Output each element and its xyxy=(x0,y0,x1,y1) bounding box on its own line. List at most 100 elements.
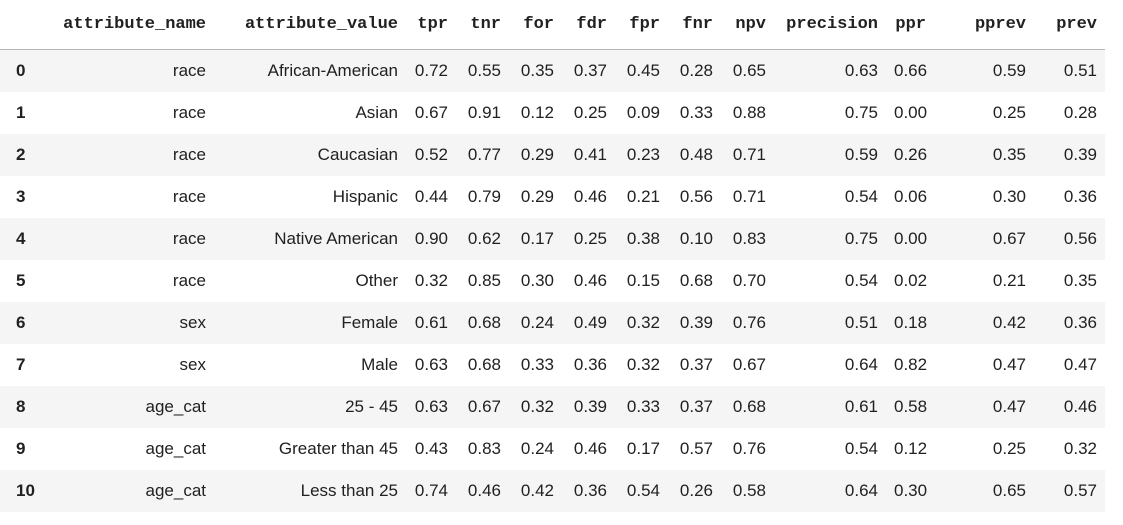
table-cell: 0.26 xyxy=(679,481,713,500)
column-header: fpr xyxy=(615,0,668,50)
table-cell: 0.76 xyxy=(732,313,766,332)
table-cell: 0.47 xyxy=(992,397,1026,416)
row-index: 2 xyxy=(16,145,26,164)
table-cell: Less than 25 xyxy=(300,481,398,500)
table-cell: 0.62 xyxy=(467,229,501,248)
table-cell: 0.91 xyxy=(467,103,501,122)
table-cell: age_cat xyxy=(145,481,207,500)
table-cell: 0.76 xyxy=(732,439,766,458)
table-cell: 0.21 xyxy=(626,187,660,206)
table-cell: 0.88 xyxy=(732,103,766,122)
row-index: 8 xyxy=(16,397,26,416)
column-header: tnr xyxy=(456,0,509,50)
table-cell: 0.55 xyxy=(467,61,501,80)
table-cell: 0.37 xyxy=(679,397,713,416)
table-cell: 0.64 xyxy=(844,355,878,374)
table-cell: 0.70 xyxy=(732,271,766,290)
table-cell: 0.74 xyxy=(414,481,448,500)
table-cell: 0.83 xyxy=(732,229,766,248)
table-cell: 0.71 xyxy=(732,145,766,164)
table-cell: 0.12 xyxy=(520,103,554,122)
row-index: 0 xyxy=(16,61,26,80)
table-cell: 0.12 xyxy=(894,439,928,458)
table-cell: 0.21 xyxy=(992,271,1026,290)
table-cell: 0.68 xyxy=(732,397,766,416)
table-cell: 0.44 xyxy=(414,187,448,206)
table-cell: 0.43 xyxy=(414,439,448,458)
table-cell: 0.38 xyxy=(626,229,660,248)
row-index: 3 xyxy=(16,187,26,206)
table-cell: 0.75 xyxy=(844,229,878,248)
table-cell: 0.46 xyxy=(1063,397,1097,416)
table-cell: 0.59 xyxy=(992,61,1026,80)
table-cell: 0.67 xyxy=(732,355,766,374)
table-cell: 0.68 xyxy=(467,313,501,332)
table-cell: 0.36 xyxy=(1063,187,1097,206)
table-cell: 0.66 xyxy=(894,61,928,80)
table-cell: 0.45 xyxy=(626,61,660,80)
table-cell: race xyxy=(172,229,206,248)
table-row: 7 sex Male 0.63 0.68 0.33 0.36 0.32 0.37 0.67 0.64… xyxy=(0,344,1105,386)
table-cell: 0.35 xyxy=(1063,271,1097,290)
table-row: 10 age_cat Less than 25 0.74 0.46 0.42 0.36 0.5… xyxy=(0,470,1105,512)
table-cell: 0.41 xyxy=(573,145,607,164)
table-cell: 0.75 xyxy=(844,103,878,122)
table-cell: 25 - 45 xyxy=(345,397,398,416)
table-cell: 0.42 xyxy=(520,481,554,500)
row-index: 9 xyxy=(16,439,26,458)
table-cell: 0.35 xyxy=(520,61,554,80)
table-cell: 0.63 xyxy=(844,61,878,80)
table-cell: 0.71 xyxy=(732,187,766,206)
table-cell: 0.83 xyxy=(467,439,501,458)
table-cell: 0.36 xyxy=(1063,313,1097,332)
table-cell: 0.67 xyxy=(992,229,1026,248)
table-cell: 0.25 xyxy=(573,103,607,122)
table-cell: 0.58 xyxy=(732,481,766,500)
table-row: 9 age_cat Greater than 45 0.43 0.83 0.24 0.46 0… xyxy=(0,428,1105,470)
column-header: npv xyxy=(721,0,774,50)
table-cell: 0.23 xyxy=(626,145,660,164)
table-row: 3 race Hispanic 0.44 0.79 0.29 0.46 0.21 0.56 0.7… xyxy=(0,176,1105,218)
table-cell: 0.37 xyxy=(573,61,607,80)
table-cell: 0.51 xyxy=(844,313,878,332)
table-cell: 0.51 xyxy=(1063,61,1097,80)
table-cell: 0.46 xyxy=(573,187,607,206)
table-row: 5 race Other 0.32 0.85 0.30 0.46 0.15 0.68 0.70 0.… xyxy=(0,260,1105,302)
table-cell: 0.25 xyxy=(992,439,1026,458)
table-cell: 0.24 xyxy=(520,313,554,332)
table-cell: 0.54 xyxy=(844,271,878,290)
table-cell: Female xyxy=(341,313,398,332)
table-row: 2 race Caucasian 0.52 0.77 0.29 0.41 0.23 0.48 0.… xyxy=(0,134,1105,176)
table-cell: 0.33 xyxy=(626,397,660,416)
column-header: attribute_name xyxy=(40,0,214,50)
table-cell: 0.15 xyxy=(626,271,660,290)
table-cell: 0.00 xyxy=(894,103,928,122)
table-cell: 0.32 xyxy=(520,397,554,416)
table-cell: 0.47 xyxy=(992,355,1026,374)
table-cell: 0.33 xyxy=(520,355,554,374)
table-cell: 0.48 xyxy=(679,145,713,164)
table-cell: 0.72 xyxy=(414,61,448,80)
table-cell: Asian xyxy=(355,103,398,122)
table-cell: 0.02 xyxy=(894,271,928,290)
table-cell: 0.85 xyxy=(467,271,501,290)
column-header: tpr xyxy=(406,0,456,50)
table-cell: 0.68 xyxy=(679,271,713,290)
table-cell: 0.28 xyxy=(679,61,713,80)
table-cell: 0.32 xyxy=(626,313,660,332)
table-cell: 0.26 xyxy=(894,145,928,164)
table-cell: 0.46 xyxy=(467,481,501,500)
table-cell: 0.46 xyxy=(573,271,607,290)
table-cell: Male xyxy=(361,355,398,374)
column-header: ppr xyxy=(886,0,934,50)
dataframe-header: attribute_name attribute_value tpr tnr for fd… xyxy=(0,0,1105,50)
column-header: precision xyxy=(774,0,886,50)
table-cell: 0.56 xyxy=(679,187,713,206)
table-cell: 0.68 xyxy=(467,355,501,374)
row-index: 4 xyxy=(16,229,26,248)
table-cell: 0.67 xyxy=(414,103,448,122)
row-index: 7 xyxy=(16,355,26,374)
table-cell: 0.54 xyxy=(844,187,878,206)
table-cell: race xyxy=(172,61,206,80)
dataframe-table: attribute_name attribute_value tpr tnr for fd… xyxy=(0,0,1105,512)
